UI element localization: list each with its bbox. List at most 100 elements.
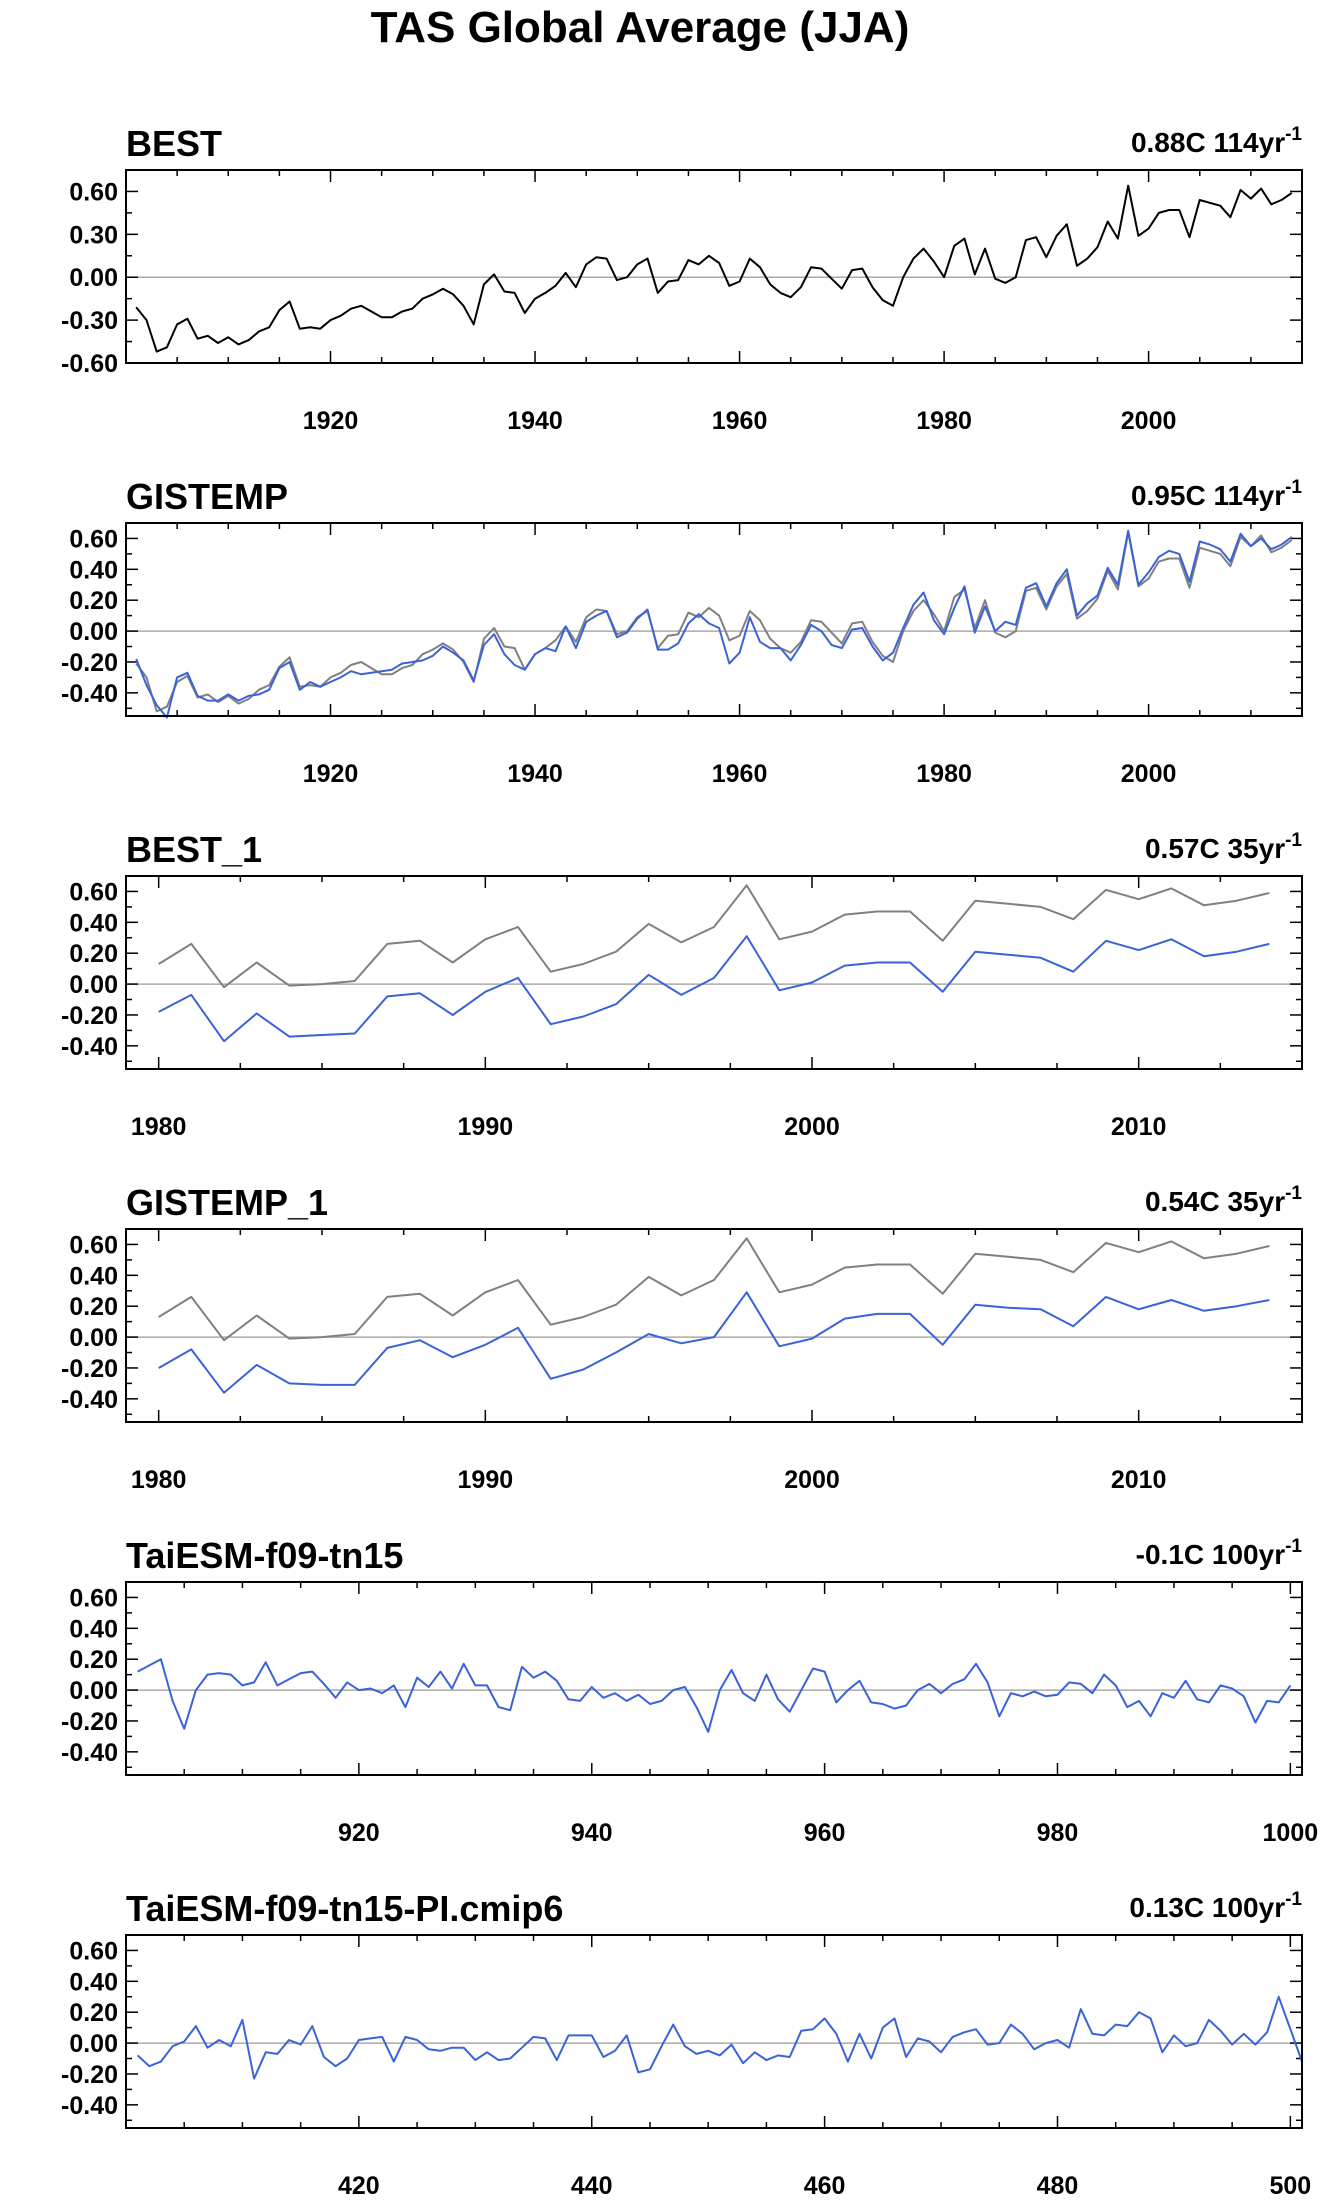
y-tick-label: 0.00 — [69, 264, 118, 292]
y-tick-label: 0.20 — [69, 587, 118, 615]
x-tick-label: 2000 — [1121, 760, 1177, 788]
y-tick-label: -0.40 — [61, 680, 118, 708]
trend-label: 0.57C 35yr-1 — [1145, 830, 1302, 864]
y-tick-label: -0.20 — [61, 1002, 118, 1030]
x-tick-label: 940 — [571, 1819, 613, 1847]
panel-title: GISTEMP — [126, 476, 288, 517]
y-tick-label: 0.20 — [69, 1999, 118, 2027]
plot-frame — [125, 169, 1303, 364]
trend-value: 0.88C 114yr — [1131, 127, 1285, 158]
y-tick-label: -0.20 — [61, 1708, 118, 1736]
panel-title: GISTEMP_1 — [126, 1182, 328, 1223]
x-tick-label: 480 — [1037, 2172, 1079, 2200]
trend-exponent: -1 — [1285, 1889, 1302, 1910]
y-tick-label: 0.60 — [69, 1584, 118, 1612]
x-tick-label: 1990 — [458, 1113, 514, 1141]
series-line-model — [137, 1658, 1292, 1733]
y-tick-label: 0.40 — [69, 1262, 118, 1290]
series-line-model — [135, 529, 1293, 719]
x-tick-label: 1940 — [507, 760, 563, 788]
trend-exponent: -1 — [1285, 1536, 1302, 1557]
x-tick-label: 1000 — [1263, 1819, 1319, 1847]
x-tick-label: 460 — [804, 2172, 846, 2200]
y-tick-label: 0.00 — [69, 1677, 118, 1705]
y-tick-label: -0.20 — [61, 649, 118, 677]
trend-exponent: -1 — [1285, 124, 1302, 145]
y-tick-label: -0.40 — [61, 1386, 118, 1414]
panel-gistemp-1: GISTEMP_1 0.54C 35yr-1 -0.40 -0.20 0.00 0.20 0… — [61, 1182, 1303, 1494]
panel-best-1: BEST_1 0.57C 35yr-1 -0.40 -0.20 0.00 0.20 0.40… — [61, 829, 1303, 1141]
trend-value: 0.57C 35yr — [1145, 833, 1285, 864]
trend-label: 0.13C 100yr-1 — [1129, 1889, 1302, 1923]
panel-taiesm-f09-tn15-pi-cmip6: TaiESM-f09-tn15-PI.cmip6 0.13C 100yr-1 -0.… — [61, 1888, 1311, 2200]
series-line-reference — [158, 884, 1270, 989]
x-tick-label: 1980 — [131, 1466, 187, 1494]
panel-title: TaiESM-f09-tn15 — [126, 1535, 403, 1576]
y-tick-label: 0.40 — [69, 556, 118, 584]
plot-frame — [125, 1228, 1303, 1423]
plot-frame — [125, 522, 1303, 717]
x-tick-label: 500 — [1269, 2172, 1311, 2200]
y-tick-label: 0.60 — [69, 1937, 118, 1965]
x-tick-label: 1980 — [916, 407, 972, 435]
y-tick-label: 0.00 — [69, 971, 118, 999]
x-tick-label: 1990 — [458, 1466, 514, 1494]
y-tick-label: 0.40 — [69, 1615, 118, 1643]
y-tick-label: -0.40 — [61, 1739, 118, 1767]
figure-title: TAS Global Average (JJA) — [371, 3, 910, 52]
y-tick-label: 0.20 — [69, 940, 118, 968]
trend-value: 0.54C 35yr — [1145, 1186, 1285, 1217]
y-tick-label: -0.60 — [61, 350, 118, 378]
trend-value: 0.95C 114yr — [1131, 480, 1285, 511]
x-tick-label: 980 — [1037, 1819, 1079, 1847]
x-tick-label: 1960 — [712, 760, 768, 788]
y-tick-label: 0.20 — [69, 1646, 118, 1674]
series-line-model — [136, 1995, 1303, 2080]
x-tick-label: 440 — [571, 2172, 613, 2200]
x-tick-label: 1940 — [507, 407, 563, 435]
panel-taiesm-f09-tn15: TaiESM-f09-tn15 -0.1C 100yr-1 -0.40 -0.20 0.… — [61, 1535, 1318, 1847]
series-line-observed — [135, 184, 1293, 353]
y-tick-label: 0.40 — [69, 1968, 118, 1996]
y-tick-label: -0.20 — [61, 1355, 118, 1383]
plot-frame — [125, 875, 1303, 1070]
x-tick-label: 2000 — [1121, 407, 1177, 435]
y-tick-label: -0.20 — [61, 2061, 118, 2089]
series-line-model — [158, 1291, 1270, 1394]
y-tick-label: 0.20 — [69, 1293, 118, 1321]
y-tick-label: -0.30 — [61, 307, 118, 335]
y-tick-label: 0.60 — [69, 878, 118, 906]
x-tick-label: 1980 — [916, 760, 972, 788]
y-tick-label: 0.00 — [69, 618, 118, 646]
x-tick-label: 920 — [338, 1819, 380, 1847]
panel-title: BEST_1 — [126, 829, 262, 870]
trend-exponent: -1 — [1285, 830, 1302, 851]
x-tick-label: 1920 — [303, 407, 359, 435]
trend-value: 0.13C 100yr — [1129, 1892, 1285, 1923]
y-tick-label: 0.30 — [69, 221, 118, 249]
x-tick-label: 1920 — [303, 760, 359, 788]
trend-label: 0.95C 114yr-1 — [1131, 477, 1302, 511]
trend-label: 0.88C 114yr-1 — [1131, 124, 1302, 158]
trend-value: -0.1C 100yr — [1136, 1539, 1286, 1570]
plot-frame — [125, 1581, 1303, 1776]
x-tick-label: 1980 — [131, 1113, 187, 1141]
y-tick-label: 0.60 — [69, 525, 118, 553]
trend-label: -0.1C 100yr-1 — [1136, 1536, 1303, 1570]
panel-best: BEST 0.88C 114yr-1 -0.60 -0.30 0.00 0.30 0.60 1… — [61, 123, 1303, 435]
trend-exponent: -1 — [1285, 1183, 1302, 1204]
y-tick-label: 0.00 — [69, 1324, 118, 1352]
y-tick-label: -0.40 — [61, 1033, 118, 1061]
x-tick-label: 1960 — [712, 407, 768, 435]
y-tick-label: -0.40 — [61, 2092, 118, 2120]
panel-title: TaiESM-f09-tn15-PI.cmip6 — [126, 1888, 563, 1929]
y-tick-label: 0.40 — [69, 909, 118, 937]
y-tick-label: 0.60 — [69, 178, 118, 206]
panels: BEST 0.88C 114yr-1-0.60-0.300.000.300.601… — [61, 123, 1318, 2200]
trend-label: 0.54C 35yr-1 — [1145, 1183, 1302, 1217]
x-tick-label: 2000 — [784, 1113, 840, 1141]
x-tick-label: 2000 — [784, 1466, 840, 1494]
panel-title: BEST — [126, 123, 222, 164]
x-tick-label: 2010 — [1111, 1113, 1167, 1141]
